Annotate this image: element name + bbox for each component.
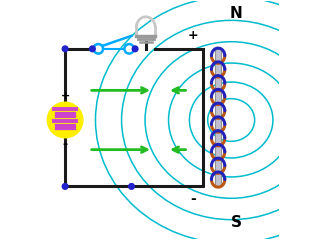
Circle shape [90, 46, 95, 52]
Text: +: + [60, 91, 70, 101]
Text: -: - [190, 192, 196, 206]
Text: S: S [230, 215, 241, 230]
Circle shape [93, 44, 103, 54]
Circle shape [124, 44, 134, 54]
Circle shape [132, 46, 138, 52]
Text: +: + [188, 29, 198, 42]
Text: N: N [229, 6, 242, 21]
Text: -: - [62, 138, 68, 151]
Circle shape [47, 102, 83, 138]
Bar [215, 49, 221, 186]
Circle shape [129, 184, 134, 189]
Circle shape [62, 184, 68, 189]
Circle shape [62, 46, 68, 52]
